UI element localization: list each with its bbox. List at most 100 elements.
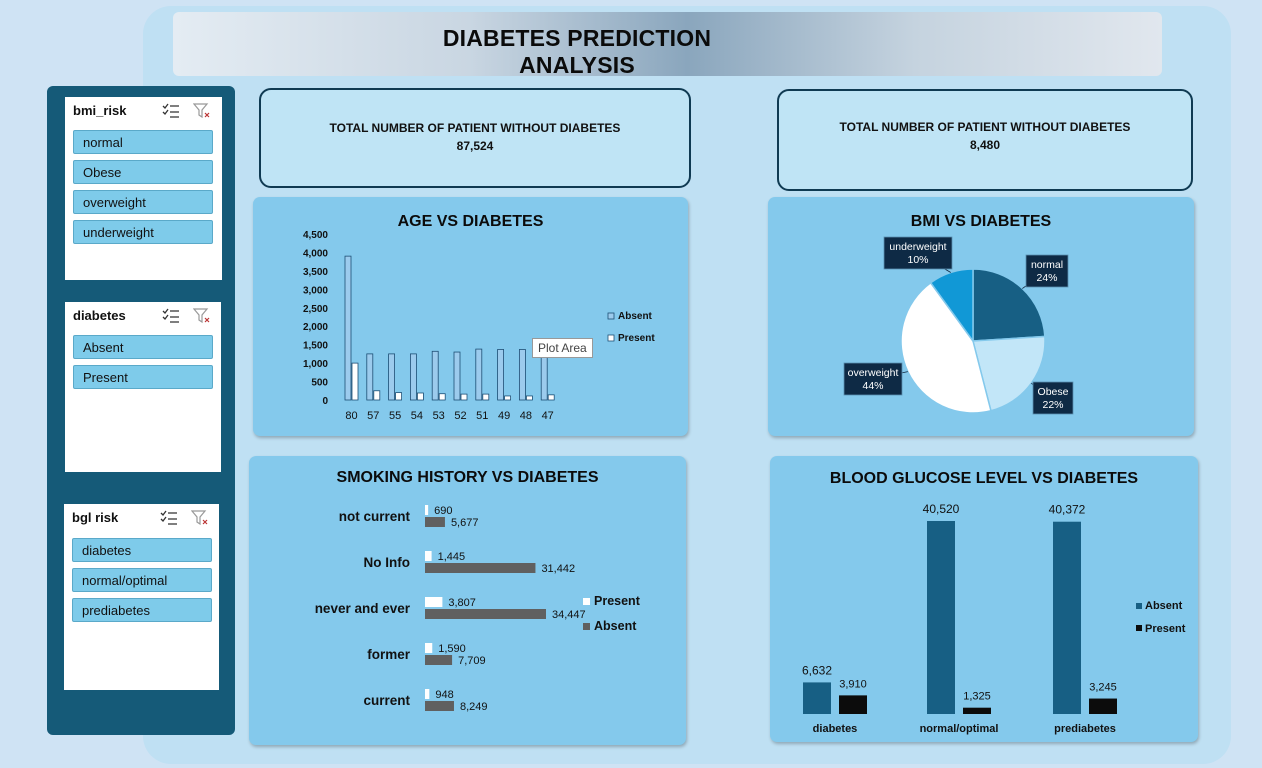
- y-tick-label: 2,000: [303, 322, 328, 333]
- clear-filter-icon[interactable]: [191, 510, 209, 526]
- bar-absent: [425, 609, 546, 619]
- legend-swatch-absent: [1136, 603, 1142, 609]
- bar-absent: [388, 353, 396, 401]
- bar-absent: [425, 517, 445, 527]
- age-chart-card: AGE VS DIABETES 4,500 4,000 3,500 3,000 2,50…: [253, 197, 688, 436]
- slicer-bmi-risk: bmi_risk normal Obese overweight underwe…: [65, 97, 222, 280]
- bar-present: [438, 393, 446, 401]
- bar-present: [425, 689, 430, 699]
- slicer-diabetes: diabetes Absent Present: [65, 302, 221, 472]
- data-label-present: 948: [435, 689, 453, 701]
- clear-filter-icon[interactable]: [193, 308, 211, 324]
- bar-absent: [431, 350, 439, 401]
- kpi-value: 87,524: [456, 139, 494, 153]
- page-title: DIABETES PREDICTION ANALYSIS: [442, 25, 712, 78]
- category-label: diabetes: [813, 723, 858, 735]
- y-tick-label: 4,000: [303, 248, 328, 259]
- legend-label-absent: Absent: [618, 311, 653, 322]
- bar-present: [504, 395, 512, 401]
- chart-title: BMI VS DIABETES: [910, 213, 1052, 230]
- slicer-title: bmi_risk: [73, 103, 127, 118]
- x-tick-label: 48: [520, 410, 532, 422]
- bar-absent: [1053, 521, 1081, 714]
- legend-label-present: Present: [594, 594, 641, 608]
- slicer-item-obese[interactable]: Obese: [73, 160, 213, 184]
- bar-absent: [425, 563, 536, 573]
- data-label-category: overweight: [848, 367, 899, 379]
- slicer-title: bgl risk: [72, 510, 119, 525]
- data-label-present: 1,325: [963, 691, 991, 703]
- slicer-item-normal-optimal[interactable]: normal/optimal: [72, 568, 212, 592]
- chart-title: BLOOD GLUCOSE LEVEL VS DIABETES: [829, 470, 1139, 487]
- y-tick-label: 2,500: [303, 304, 328, 315]
- chart-title: SMOKING HISTORY VS DIABETES: [336, 469, 599, 486]
- bar-present: [425, 505, 429, 515]
- chart-title: AGE VS DIABETES: [397, 213, 544, 230]
- kpi-value: 8,480: [969, 138, 1001, 152]
- bar-present: [547, 394, 555, 401]
- x-tick-label: 52: [454, 410, 466, 422]
- data-label-box: [1025, 254, 1069, 288]
- bar-present: [395, 392, 403, 401]
- glucose-chart-card: BLOOD GLUCOSE LEVEL VS DIABETES 6,632 3,9…: [770, 456, 1198, 742]
- bar-present: [425, 643, 433, 653]
- data-label-present: 3,910: [839, 678, 867, 690]
- slicer-item-diabetes[interactable]: diabetes: [72, 538, 212, 562]
- bar-present: [425, 597, 443, 607]
- slicer-bgl-risk: bgl risk diabetes normal/optimal prediab…: [64, 504, 219, 690]
- bar-absent: [425, 655, 453, 665]
- slicer-item-present[interactable]: Present: [73, 365, 213, 389]
- data-label-absent: 6,632: [802, 663, 832, 677]
- kpi-label: TOTAL NUMBER OF PATIENT WITHOUT DIABETES: [329, 121, 621, 135]
- bar-absent: [803, 682, 831, 714]
- legend-swatch-present: [1136, 625, 1142, 631]
- x-tick-label: 80: [345, 410, 357, 422]
- bar-present: [1089, 698, 1117, 714]
- title-banner: DIABETES PREDICTION ANALYSIS: [173, 12, 1162, 78]
- category-label: current: [363, 693, 410, 708]
- multi-select-icon[interactable]: [162, 308, 180, 324]
- y-tick-label: 4,500: [303, 230, 328, 241]
- slicer-item-underweight[interactable]: underweight: [73, 220, 213, 244]
- bar-present: [416, 392, 424, 401]
- data-label-value: 10%: [907, 254, 928, 266]
- data-label-present: 1,445: [438, 551, 466, 563]
- legend-swatch-present: [583, 598, 590, 605]
- data-label-box: [843, 362, 903, 396]
- data-label-box: [1032, 381, 1074, 415]
- glucose-chart: 6,632 3,910 diabetes 40,520 1,325 normal/opti…: [802, 502, 1186, 735]
- y-tick-label: 0: [322, 396, 328, 407]
- data-label-value: 44%: [862, 380, 883, 392]
- kpi-label: TOTAL NUMBER OF PATIENT WITHOUT DIABETES: [839, 120, 1131, 134]
- slicer-item-prediabetes[interactable]: prediabetes: [72, 598, 212, 622]
- pie-slice-overweight: [900, 281, 992, 414]
- multi-select-icon[interactable]: [160, 510, 178, 526]
- y-tick-label: 500: [311, 378, 328, 389]
- slicer-title: diabetes: [73, 308, 126, 323]
- clear-filter-icon[interactable]: [193, 103, 211, 119]
- bar-absent: [927, 521, 955, 714]
- category-label: prediabetes: [1054, 723, 1116, 735]
- multi-select-icon[interactable]: [162, 103, 180, 119]
- slicer-item-absent[interactable]: Absent: [73, 335, 213, 359]
- bmi-chart-card: BMI VS DIABETES normal 24% Obese 22% overwei…: [768, 197, 1194, 436]
- data-label-absent: 8,249: [460, 701, 488, 713]
- bar-present: [963, 707, 991, 714]
- pie-slice-underweight: [929, 268, 974, 344]
- age-chart: 4,500 4,000 3,500 3,000 2,500 2,000 1,500 1,000…: [303, 230, 655, 422]
- x-tick-label: 47: [542, 410, 554, 422]
- x-tick-label: 55: [389, 410, 401, 422]
- y-tick-label: 3,000: [303, 285, 328, 296]
- data-label-absent: 34,447: [552, 609, 586, 621]
- legend-swatch-absent: [583, 623, 590, 630]
- data-label-absent: 7,709: [458, 655, 486, 667]
- slicer-item-normal[interactable]: normal: [73, 130, 213, 154]
- data-label-category: underweight: [889, 241, 946, 253]
- slicer-item-overweight[interactable]: overweight: [73, 190, 213, 214]
- data-label-value: 22%: [1042, 399, 1063, 411]
- bar-present: [373, 390, 381, 401]
- x-tick-label: 57: [367, 410, 379, 422]
- bar-absent: [453, 351, 461, 401]
- y-tick-label: 1,500: [303, 341, 328, 352]
- category-label: former: [367, 647, 411, 662]
